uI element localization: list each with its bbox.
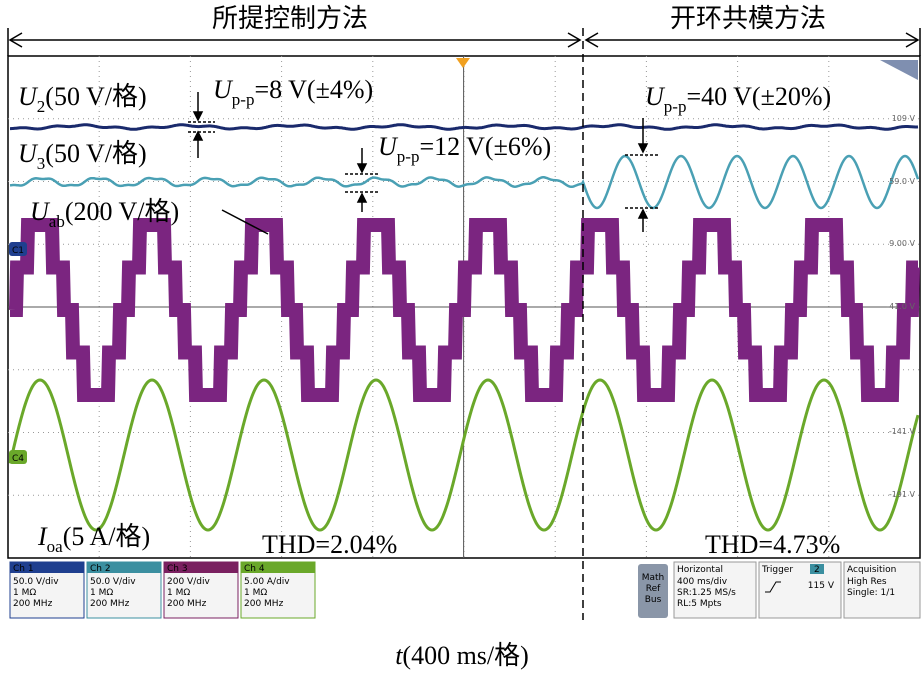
ioa-trace (8, 378, 920, 532)
channel-line: 200 MHz (90, 599, 130, 609)
channel-line: 200 V/div (167, 577, 210, 587)
annotation-main: U (18, 139, 39, 168)
math-box (638, 564, 668, 618)
annotation-main: I (37, 522, 48, 551)
trigger-channel-box (810, 564, 824, 574)
channel-name: Ch 4 (244, 564, 265, 574)
header-arrows (7, 28, 921, 56)
trigger-box (758, 561, 842, 619)
trigger-channel: 2 (814, 565, 820, 575)
channel-marker (9, 242, 27, 256)
corner-icon (880, 60, 918, 80)
annotation-sub: p-p (232, 90, 255, 109)
annotation-sub: ab (49, 212, 65, 231)
scale-label: 59.0 V (889, 177, 915, 186)
annotation-sub: 3 (37, 154, 46, 173)
channel-line: 200 MHz (244, 599, 284, 609)
channel-line: 1 MΩ (167, 588, 190, 598)
channel-line: 200 MHz (13, 599, 53, 609)
channel-tab (10, 562, 84, 573)
horizontal-box (673, 561, 757, 619)
horizontal-line: 400 ms/div (677, 577, 728, 587)
thd-left: THD=2.04% (262, 530, 397, 559)
channel-tab (87, 562, 161, 573)
annotation: Up-p=12 V(±6%) (378, 132, 551, 166)
thd-right: THD=4.73% (705, 530, 840, 559)
channel-marker-label: C4 (12, 454, 24, 464)
channel-line: 50.0 V/div (13, 577, 59, 587)
scale-label: -41.0 V (886, 302, 915, 311)
annotation: Uab(200 V/格) (30, 197, 179, 231)
scale-label: -141 V (889, 427, 916, 436)
trigger-marker (456, 58, 470, 68)
horizontal-title: Horizontal (677, 565, 723, 575)
annotation: Up-p=40 V(±20%) (645, 82, 831, 116)
annotation-sub: oa (47, 537, 64, 556)
channel-line: 200 MHz (167, 599, 207, 609)
annotation-main: U (30, 197, 51, 226)
scale-label: 109 V (892, 114, 916, 123)
channel-name: Ch 2 (90, 564, 111, 574)
annotation-sub: p-p (664, 97, 687, 116)
horizontal-line: RL:5 Mpts (677, 599, 722, 609)
x-label-rest: (400 ms/格) (402, 641, 528, 670)
annotation-sub: p-p (397, 147, 420, 166)
waveforms (8, 123, 920, 532)
math-label: Bus (645, 595, 662, 605)
uab-trace (9, 218, 920, 402)
u3-trace (9, 154, 920, 210)
annotation: Ioa(5 A/格) (37, 522, 150, 556)
annotation: U2(50 V/格) (18, 82, 147, 116)
scale-labels: 109 V 59.0 V 9.00 V -41.0 V -141 V -191 V C1 C4 (9, 114, 916, 499)
scale-label: 9.00 V (889, 239, 915, 248)
annotation-rest: (50 V/格) (45, 139, 146, 168)
channel-marker (9, 450, 27, 464)
acquisition-line: High Res (847, 577, 887, 587)
annotation-sub: 2 (37, 97, 46, 116)
channel-tab (164, 562, 238, 573)
math-label: Math (642, 573, 665, 583)
annotation-rest: (200 V/格) (65, 197, 179, 226)
channel-line: 5.00 A/div (244, 577, 290, 587)
annotation-main: U (18, 82, 39, 111)
channel-line: 1 MΩ (13, 588, 36, 598)
channel-name: Ch 3 (167, 564, 188, 574)
annotation-rest: =12 V(±6%) (419, 132, 551, 161)
annotation-rest: =40 V(±20%) (686, 82, 831, 111)
trigger-level: 115 V (808, 581, 835, 591)
annotation-rest: (5 A/格) (63, 522, 150, 551)
u2-trace (10, 123, 919, 131)
channel-line: 50.0 V/div (90, 577, 136, 587)
annotation-main: U (213, 75, 234, 104)
channel-line: 1 MΩ (244, 588, 267, 598)
math-label: Ref (646, 584, 661, 594)
acquisition-line: Single: 1/1 (847, 588, 895, 598)
channel-name: Ch 1 (13, 564, 34, 574)
annotation: U3(50 V/格) (18, 139, 147, 173)
annotation-arrows (188, 92, 660, 235)
annotations: U2(50 V/格) Up-p=8 V(±4%)U3(50 V/格) Up-p=12… (18, 75, 831, 556)
horizontal-line: SR:1.25 MS/s (677, 588, 736, 598)
trigger-slope (765, 581, 781, 593)
channel-tab (241, 562, 315, 573)
scale-label: -191 V (889, 490, 916, 499)
header-right: 开环共模方法 (670, 4, 826, 33)
x-label: t(400 ms/格) (395, 641, 529, 670)
trigger-title: Trigger (761, 565, 793, 575)
annotation-rest: (50 V/格) (45, 82, 146, 111)
channel-line: 1 MΩ (90, 588, 113, 598)
annotation-main: U (645, 82, 666, 111)
acquisition-title: Acquisition (847, 565, 896, 575)
acquisition-box (843, 561, 921, 619)
x-label-main: t (395, 641, 403, 670)
annotation-rest: =8 V(±4%) (254, 75, 373, 104)
annotation-main: U (378, 132, 399, 161)
channel-marker-label: C1 (12, 246, 24, 256)
annotation: Up-p=8 V(±4%) (213, 75, 373, 109)
header-left: 所提控制方法 (212, 4, 368, 33)
